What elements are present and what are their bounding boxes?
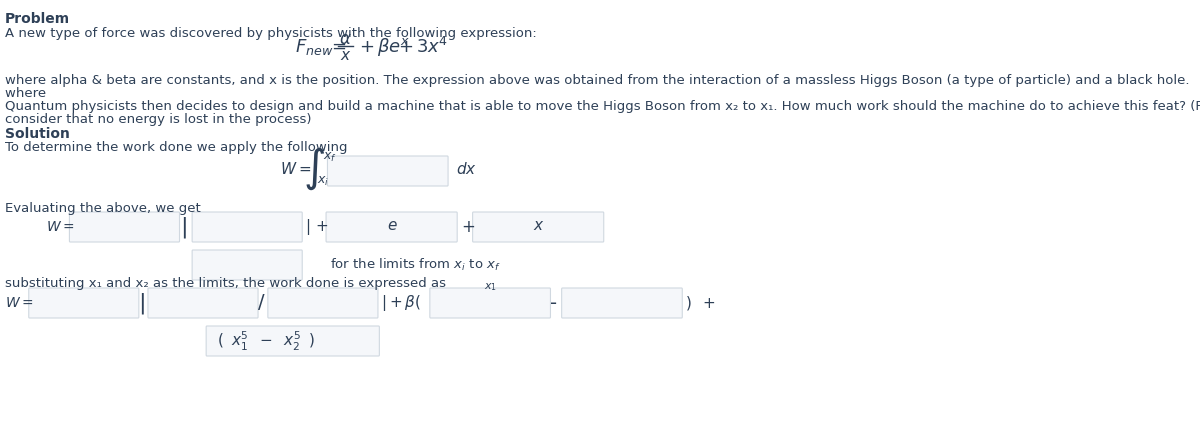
Text: $x$: $x$ [340, 47, 352, 63]
Text: =: = [331, 38, 346, 56]
FancyBboxPatch shape [192, 250, 302, 280]
Text: $\alpha$: $\alpha$ [338, 30, 352, 48]
Text: A new type of force was discovered by physicists with the following expression:: A new type of force was discovered by ph… [5, 27, 536, 40]
Text: consider that no energy is lost in the process): consider that no energy is lost in the p… [5, 113, 312, 126]
Text: |: | [180, 216, 187, 238]
Text: where alpha & beta are constants, and x is the position. The expression above wa: where alpha & beta are constants, and x … [5, 74, 1189, 87]
Text: $| + \beta($: $| + \beta($ [380, 293, 421, 313]
Text: $e$: $e$ [388, 218, 398, 232]
Text: | +: | + [306, 219, 329, 235]
Text: where: where [5, 87, 50, 100]
Text: $W = $: $W = $ [5, 296, 34, 310]
Text: $+ \, \beta e^{x}$: $+ \, \beta e^{x}$ [359, 36, 410, 58]
Text: To determine the work done we apply the following: To determine the work done we apply the … [5, 141, 348, 154]
FancyBboxPatch shape [268, 288, 378, 318]
Text: -: - [551, 294, 558, 312]
FancyBboxPatch shape [328, 156, 448, 186]
Text: Evaluating the above, we get: Evaluating the above, we get [5, 202, 200, 215]
Text: $x_1$: $x_1$ [485, 281, 497, 293]
FancyBboxPatch shape [326, 212, 457, 242]
Text: /: / [258, 294, 265, 312]
FancyBboxPatch shape [562, 288, 683, 318]
FancyBboxPatch shape [473, 212, 604, 242]
Text: substituting x₁ and x₂ as the limits, the work done is expressed as: substituting x₁ and x₂ as the limits, th… [5, 277, 446, 290]
Text: |: | [138, 292, 146, 314]
Text: $x_f$: $x_f$ [323, 151, 336, 164]
Text: $W = $: $W = $ [46, 220, 74, 234]
Text: $F_{new}$: $F_{new}$ [294, 37, 332, 57]
FancyBboxPatch shape [148, 288, 258, 318]
FancyBboxPatch shape [29, 288, 139, 318]
FancyBboxPatch shape [192, 212, 302, 242]
Text: $( \;\; x_1^5 \;\; - \;\; x_2^5 \;\; )$: $( \;\; x_1^5 \;\; - \;\; x_2^5 \;\; )$ [217, 329, 316, 353]
Text: Quantum physicists then decides to design and build a machine that is able to mo: Quantum physicists then decides to desig… [5, 100, 1200, 113]
Text: Problem: Problem [5, 12, 70, 26]
FancyBboxPatch shape [206, 326, 379, 356]
Text: $x_i$: $x_i$ [317, 174, 329, 188]
Text: for the limits from $x_i$ to $x_f$: for the limits from $x_i$ to $x_f$ [330, 257, 500, 273]
Text: $W = $: $W = $ [281, 161, 312, 177]
FancyBboxPatch shape [430, 288, 551, 318]
Text: +: + [461, 218, 475, 236]
Text: $x$: $x$ [534, 218, 545, 232]
Text: Solution: Solution [5, 127, 70, 141]
Text: $dx$: $dx$ [456, 161, 476, 177]
FancyBboxPatch shape [70, 212, 180, 242]
Text: $\int$: $\int$ [304, 146, 325, 192]
Text: $+ \, 3x^{4}$: $+ \, 3x^{4}$ [398, 37, 449, 57]
Text: $) \;\; +$: $) \;\; +$ [685, 294, 715, 312]
